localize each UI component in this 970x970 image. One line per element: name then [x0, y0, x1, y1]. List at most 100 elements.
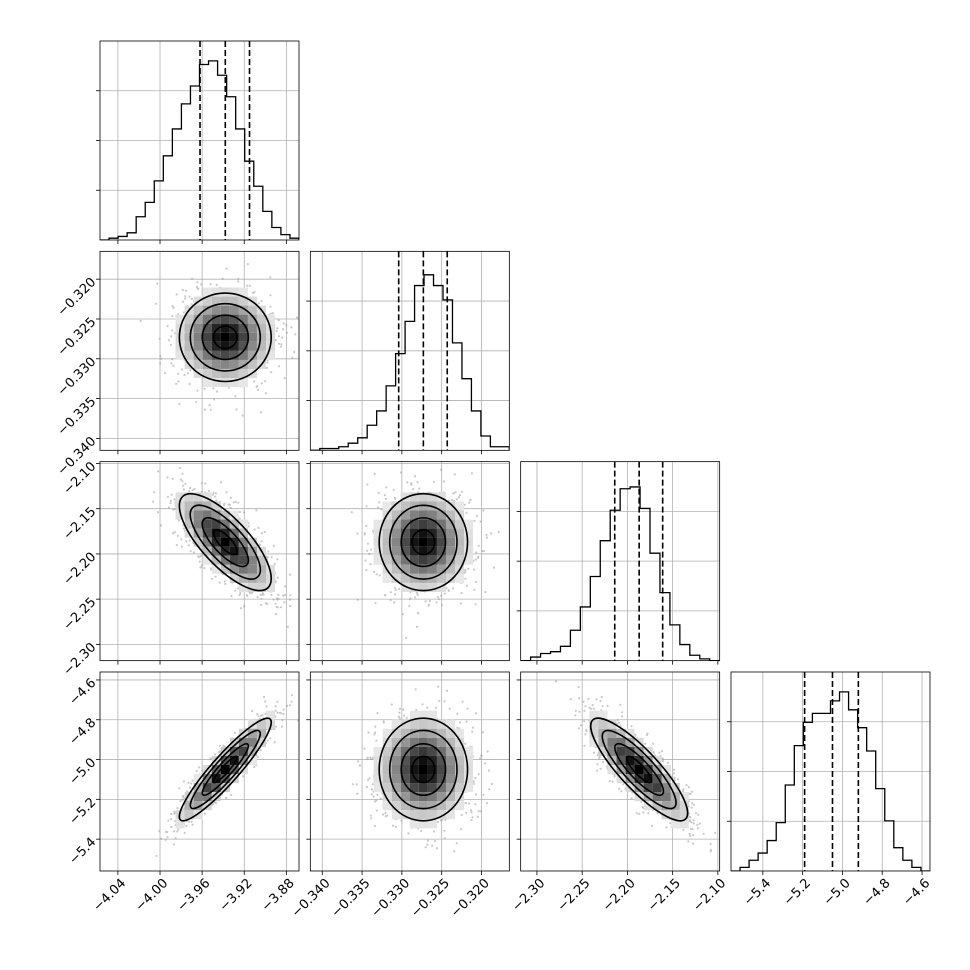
density-cell [391, 792, 401, 802]
density-cell [391, 719, 401, 729]
density-cell [427, 783, 437, 793]
density-cell [409, 519, 419, 529]
density-cell [193, 537, 203, 547]
density-cell [436, 719, 446, 729]
density-cell [193, 510, 203, 520]
density-cell [409, 719, 419, 729]
panel-content [100, 671, 299, 871]
density-cell [427, 719, 437, 729]
density-cell [464, 528, 474, 538]
density-cell [634, 764, 644, 775]
density-cell [229, 510, 239, 520]
density-cell [229, 519, 239, 529]
density-cell [436, 573, 446, 583]
density-cell [391, 774, 401, 784]
density-cell [643, 764, 653, 775]
histogram-panel-3 [726, 671, 931, 875]
density-cell [418, 537, 428, 547]
density-cell [256, 341, 267, 351]
density-cell [229, 378, 239, 388]
contour-line-1 [400, 742, 447, 797]
density-cell [464, 537, 474, 547]
density-cell [373, 783, 383, 793]
density-cell [427, 555, 437, 565]
density-cell [652, 783, 662, 793]
density-cell [445, 755, 456, 765]
density-cell [220, 314, 230, 324]
density-cell [418, 555, 428, 565]
density-cell [382, 746, 392, 756]
x-tick-label: −5.0 [821, 876, 854, 909]
density-cell [175, 819, 185, 829]
density-cell [455, 501, 465, 511]
density-cell [661, 801, 671, 811]
density-cell [679, 801, 689, 811]
density-cell [652, 774, 662, 784]
density-cell [373, 519, 383, 529]
density-cell [211, 755, 221, 765]
density-cell [445, 719, 456, 729]
density-cell [625, 746, 635, 756]
x-tick-label: −2.25 [555, 876, 594, 915]
density-cell [427, 810, 437, 820]
density-cell [256, 332, 267, 342]
density-cell [193, 350, 203, 360]
density-cell [616, 764, 626, 775]
density-cell [391, 755, 401, 765]
density-cell [256, 350, 267, 360]
density-cell [229, 305, 239, 315]
density-cell [373, 555, 383, 565]
density-cell [589, 710, 599, 720]
density-cell [373, 774, 383, 784]
x-tick-label: −5.4 [741, 876, 774, 909]
density-cell [445, 764, 456, 775]
density-cell [400, 737, 410, 747]
density-cell [175, 492, 185, 502]
density-cell [373, 746, 383, 756]
density-cell [229, 528, 239, 538]
density-cell [193, 492, 203, 502]
y-tick-label: −0.320 [55, 275, 100, 320]
density-cell [229, 737, 239, 747]
density-cell [455, 555, 465, 565]
density-cell [445, 728, 456, 738]
density-cell [436, 501, 446, 511]
density-cell [247, 323, 257, 333]
density-cell [247, 350, 257, 360]
density-cell [400, 555, 410, 565]
contour-line-3 [178, 492, 273, 592]
axes-frame [309, 461, 510, 662]
density-cell [175, 350, 185, 360]
density-cell [589, 719, 599, 729]
density-cell [266, 710, 276, 720]
density-cell [445, 546, 456, 556]
density-cell [427, 728, 437, 738]
density-cell [184, 810, 194, 820]
density-cell [202, 305, 212, 315]
density-cell [409, 764, 419, 775]
density-cell [238, 287, 248, 297]
density-cell [400, 564, 410, 574]
density-cell [238, 755, 248, 765]
density-cell [238, 305, 248, 315]
density-cell [220, 368, 230, 379]
density-cell [418, 774, 428, 784]
density-cell [400, 783, 410, 793]
density-cell [238, 378, 248, 388]
density-cell [220, 764, 230, 775]
density-cell [616, 728, 626, 738]
x-tick-label: −4.04 [90, 876, 129, 915]
density-cell [391, 564, 401, 574]
scatter-panel-3-0 [96, 671, 300, 875]
density-cell [256, 564, 267, 574]
density-cell [220, 350, 230, 360]
density-cell [409, 737, 419, 747]
density-cell [661, 764, 671, 775]
density-cell [400, 810, 410, 820]
density-cell [418, 519, 428, 529]
contour-line-0 [212, 325, 238, 350]
density-cell [455, 801, 465, 811]
x-tick-label: −0.330 [369, 876, 414, 921]
contour-line-3 [378, 717, 469, 822]
contour-line-1 [614, 742, 665, 797]
